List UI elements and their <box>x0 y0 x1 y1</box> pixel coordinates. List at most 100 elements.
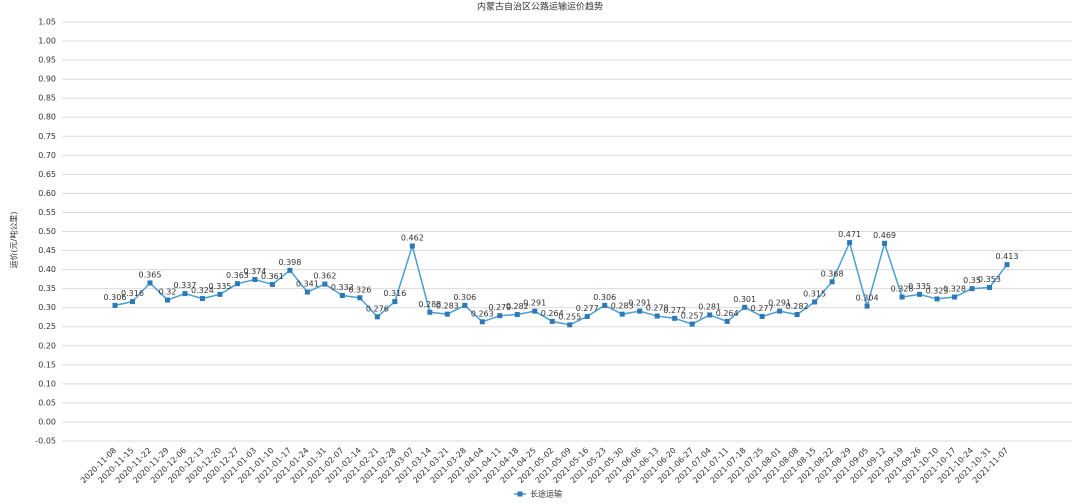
legend-marker <box>517 491 523 497</box>
data-label: 0.255 <box>558 312 581 321</box>
data-label: 0.279 <box>488 303 511 312</box>
y-tick-label: 0.05 <box>38 398 56 407</box>
y-tick-label: 1.05 <box>38 18 56 27</box>
y-tick-label: 0.45 <box>38 246 56 255</box>
data-label: 0.282 <box>786 302 809 311</box>
data-label: 0.316 <box>121 289 144 298</box>
point-marker <box>1004 262 1010 268</box>
point-marker <box>864 303 870 309</box>
data-label: 0.398 <box>278 258 301 267</box>
point-marker <box>619 311 625 317</box>
data-label: 0.332 <box>331 283 354 292</box>
data-label: 0.413 <box>996 252 1019 261</box>
point-marker <box>584 313 590 319</box>
point-marker <box>882 240 888 246</box>
y-tick-label: 0.80 <box>38 113 56 122</box>
point-marker <box>987 284 993 290</box>
data-label: 0.35 <box>963 276 981 285</box>
point-marker <box>567 322 573 328</box>
point-marker <box>374 314 380 320</box>
data-label: 0.374 <box>243 267 266 276</box>
point-marker <box>917 291 923 297</box>
point-marker <box>409 243 415 249</box>
y-tick-label: -0.05 <box>35 437 56 446</box>
y-tick-label: 0.25 <box>38 322 56 331</box>
point-marker <box>689 321 695 327</box>
y-tick-label: 0.65 <box>38 170 56 179</box>
point-marker <box>532 308 538 314</box>
point-marker <box>392 299 398 305</box>
data-label: 0.326 <box>348 285 371 294</box>
y-tick-label: 0.20 <box>38 341 56 350</box>
y-axis-label: 运价(元/吨公里) <box>9 212 19 269</box>
data-label: 0.315 <box>803 289 826 298</box>
data-label: 0.306 <box>593 293 616 302</box>
y-tick-label: 0.30 <box>38 303 56 312</box>
data-label: 0.278 <box>646 304 669 313</box>
y-tick-label: 0.10 <box>38 379 56 388</box>
point-marker <box>812 299 818 305</box>
data-label: 0.263 <box>471 309 494 318</box>
y-tick-label: 0.35 <box>38 284 56 293</box>
data-label: 0.277 <box>576 304 599 313</box>
y-tick-label: 0.40 <box>38 265 56 274</box>
data-label: 0.277 <box>751 304 774 313</box>
point-marker <box>794 312 800 318</box>
point-marker <box>182 291 188 297</box>
point-marker <box>759 313 765 319</box>
point-marker <box>427 309 433 315</box>
y-tick-label: 0.70 <box>38 151 56 160</box>
point-marker <box>672 315 678 321</box>
point-marker <box>339 292 345 298</box>
point-marker <box>847 240 853 246</box>
data-label: 0.257 <box>681 312 704 321</box>
point-marker <box>462 302 468 308</box>
data-label: 0.291 <box>523 299 546 308</box>
point-marker <box>129 299 135 305</box>
data-label: 0.306 <box>104 293 127 302</box>
data-label: 0.283 <box>436 302 459 311</box>
data-label: 0.276 <box>366 304 389 313</box>
data-label: 0.335 <box>908 282 931 291</box>
point-marker <box>724 318 730 324</box>
y-tick-label: 0.50 <box>38 227 56 236</box>
data-label: 0.341 <box>296 280 319 289</box>
data-label: 0.272 <box>663 306 686 315</box>
data-label: 0.363 <box>226 271 249 280</box>
data-label: 0.362 <box>313 272 336 281</box>
data-label: 0.288 <box>418 300 441 309</box>
point-marker <box>112 302 118 308</box>
point-marker <box>602 302 608 308</box>
point-marker <box>707 312 713 318</box>
point-marker <box>269 281 275 287</box>
data-label: 0.323 <box>926 286 949 295</box>
point-marker <box>147 280 153 286</box>
point-marker <box>164 297 170 303</box>
data-label: 0.462 <box>401 233 424 242</box>
point-marker <box>637 308 643 314</box>
point-marker <box>829 279 835 285</box>
data-label: 0.304 <box>856 294 879 303</box>
y-tick-label: 0.95 <box>38 56 56 65</box>
point-marker <box>497 313 503 319</box>
point-marker <box>252 276 258 282</box>
point-marker <box>199 296 205 302</box>
y-tick-label: 0.00 <box>38 417 56 426</box>
point-marker <box>322 281 328 287</box>
data-label: 0.335 <box>208 282 231 291</box>
y-tick-label: 0.85 <box>38 94 56 103</box>
data-label: 0.264 <box>716 309 739 318</box>
data-label: 0.281 <box>698 302 721 311</box>
y-tick-label: 0.15 <box>38 360 56 369</box>
data-label: 0.365 <box>139 270 162 279</box>
data-label: 0.361 <box>261 272 284 281</box>
chart-title: 内蒙古自治区公路运输运价趋势 <box>477 1 603 13</box>
point-marker <box>234 281 240 287</box>
point-marker <box>217 291 223 297</box>
y-tick-label: 0.90 <box>38 75 56 84</box>
point-marker <box>969 286 975 292</box>
data-label: 0.368 <box>821 269 844 278</box>
data-label: 0.328 <box>891 285 914 294</box>
data-label: 0.264 <box>541 309 564 318</box>
